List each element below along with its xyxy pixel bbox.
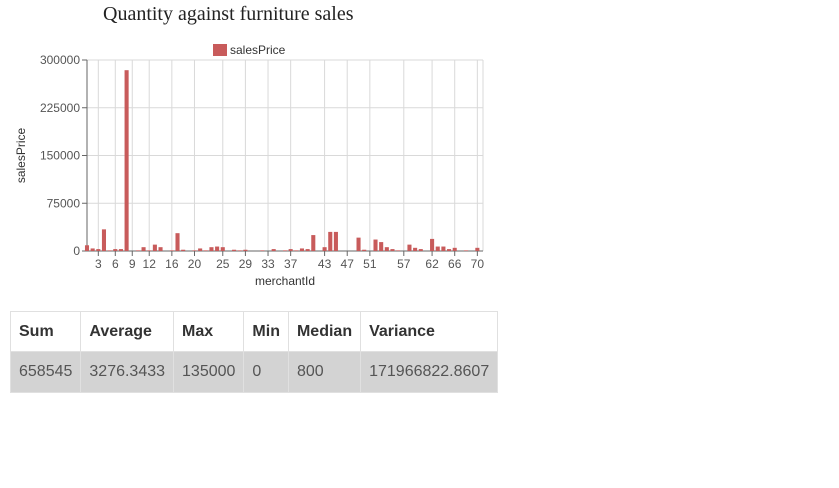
stats-value-sum: 658545 (9, 351, 82, 393)
bar (322, 247, 327, 251)
bar (288, 249, 293, 251)
x-tick-label: 47 (341, 257, 355, 271)
bar (209, 247, 214, 251)
bar (90, 248, 95, 251)
bar (124, 70, 129, 251)
bar (237, 250, 242, 251)
bar (475, 247, 480, 251)
bar (463, 250, 469, 251)
stats-value-row: 658545 3276.3433 135000 0 800 171966822.… (9, 351, 499, 393)
stats-header-variance: Variance (360, 311, 499, 352)
bar (101, 229, 107, 251)
bar (305, 249, 310, 251)
x-tick-label: 33 (261, 257, 275, 271)
y-tick-label: 0 (73, 244, 80, 258)
bar (192, 250, 197, 251)
x-tick-label: 66 (448, 257, 462, 271)
bar (356, 237, 361, 251)
y-tick-label: 300000 (40, 53, 80, 67)
stats-header-min: Min (243, 311, 289, 352)
x-axis-label: merchantId (255, 274, 315, 288)
bar (96, 249, 101, 251)
stats-header-median: Median (287, 311, 362, 352)
bar (441, 246, 446, 251)
x-tick-label: 43 (318, 257, 332, 271)
bar (384, 247, 389, 251)
bar (271, 249, 276, 251)
bar (175, 233, 180, 251)
x-tick-label: 62 (425, 257, 439, 271)
bar (203, 250, 208, 251)
stats-header-max: Max (173, 311, 245, 352)
x-tick-label: 12 (143, 257, 157, 271)
x-tick-label: 9 (129, 257, 136, 271)
bar (118, 249, 123, 251)
bar (362, 249, 367, 251)
stats-header-row: Sum Average Max Min Median Variance (9, 311, 499, 352)
bar (407, 244, 412, 251)
bar (328, 231, 333, 251)
bar (243, 249, 248, 251)
bar (158, 247, 163, 251)
stats-value-average: 3276.3433 (80, 351, 175, 393)
y-tick-label: 225000 (40, 101, 80, 115)
bar (413, 247, 418, 251)
x-tick-label: 29 (239, 257, 253, 271)
bar (418, 249, 423, 251)
bar (435, 246, 440, 251)
bar (311, 235, 316, 251)
bar (198, 248, 203, 251)
bar (152, 244, 157, 251)
bar (452, 247, 457, 251)
chart-title: Quantity against furniture sales (103, 3, 354, 25)
x-tick-label: 70 (471, 257, 485, 271)
y-axis-label: salesPrice (14, 128, 28, 184)
bar (396, 250, 401, 251)
stats-value-max: 135000 (173, 351, 245, 393)
bar (430, 238, 435, 251)
bar (141, 247, 146, 251)
x-tick-label: 6 (112, 257, 119, 271)
y-tick-label: 75000 (47, 196, 81, 210)
bar (113, 249, 118, 251)
stats-table: Sum Average Max Min Median Variance 6585… (9, 311, 499, 393)
x-tick-label: 25 (216, 257, 230, 271)
bar (447, 249, 452, 251)
bar (379, 242, 384, 251)
x-tick-label: 37 (284, 257, 298, 271)
bar (181, 249, 186, 251)
stats-header-average: Average (80, 311, 175, 352)
bar (232, 249, 237, 251)
bar (84, 245, 90, 251)
bar (135, 250, 140, 251)
x-tick-label: 51 (363, 257, 377, 271)
bar (107, 250, 112, 251)
bar (169, 250, 174, 251)
stats-header-sum: Sum (9, 311, 82, 352)
bar (390, 249, 395, 251)
bar (333, 231, 338, 251)
legend-label: salesPrice (230, 43, 286, 57)
bar (147, 250, 152, 251)
y-tick-label: 150000 (40, 149, 80, 163)
bar (260, 250, 265, 251)
x-tick-label: 16 (165, 257, 179, 271)
bar (299, 248, 305, 251)
bar-chart: 0 75000 150000 225000 300000 3 6 9 12 16 20 25 29 33 3… (14, 43, 485, 288)
bar (220, 247, 225, 251)
legend-swatch (213, 44, 227, 56)
bar (215, 246, 220, 251)
bar (294, 250, 299, 251)
x-tick-label: 20 (188, 257, 202, 271)
x-tick-label: 57 (397, 257, 411, 271)
stats-value-min: 0 (243, 351, 289, 393)
stats-value-median: 800 (287, 351, 362, 393)
bar (282, 250, 288, 251)
bar (373, 239, 378, 251)
stats-value-variance: 171966822.8607 (360, 351, 499, 393)
x-tick-label: 3 (95, 257, 102, 271)
